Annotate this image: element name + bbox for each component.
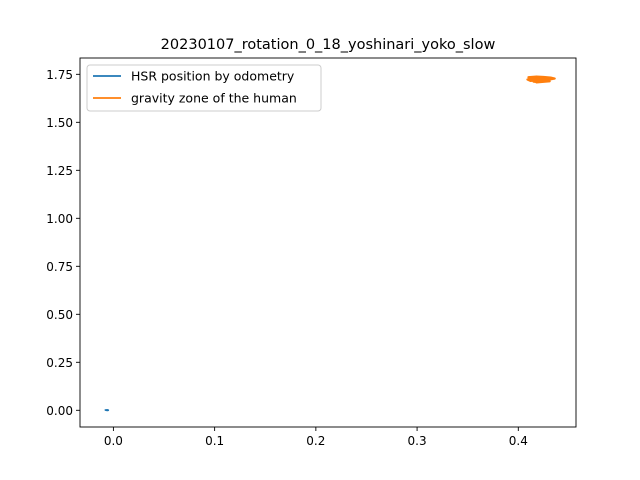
data-point xyxy=(535,81,538,83)
y-tick-label: 0.25 xyxy=(46,356,73,370)
legend: HSR position by odometry gravity zone of … xyxy=(86,64,322,112)
data-point xyxy=(552,77,554,79)
data-point xyxy=(548,79,550,81)
data-point xyxy=(529,80,532,82)
data-point xyxy=(534,77,537,79)
legend-label: HSR position by odometry xyxy=(131,69,295,84)
x-tick-label: 0.3 xyxy=(408,434,427,448)
data-point xyxy=(547,79,549,81)
x-tick-label: 0.1 xyxy=(205,434,224,448)
data-point xyxy=(543,76,545,78)
data-point xyxy=(554,77,556,80)
data-point xyxy=(536,79,539,81)
data-point xyxy=(526,78,529,81)
data-point xyxy=(551,78,553,80)
data-point xyxy=(545,78,547,80)
x-tick-label: 0.4 xyxy=(509,434,528,448)
data-point xyxy=(106,409,108,411)
y-tick-label: 1.50 xyxy=(46,116,73,130)
data-point xyxy=(527,76,530,78)
data-point xyxy=(531,78,534,80)
data-point xyxy=(107,409,109,411)
data-point xyxy=(533,80,536,82)
data-point xyxy=(535,76,538,78)
data-point xyxy=(104,409,106,411)
x-tick-label: 0.2 xyxy=(306,434,325,448)
y-tick-label: 1.00 xyxy=(46,212,73,226)
y-tick-label: 0.00 xyxy=(46,404,73,418)
data-point xyxy=(542,79,544,82)
data-point xyxy=(528,79,531,81)
data-point xyxy=(550,76,552,79)
y-tick-label: 0.75 xyxy=(46,260,73,274)
data-point xyxy=(539,80,542,82)
y-tick-label: 1.25 xyxy=(46,164,73,178)
legend-box xyxy=(86,64,322,112)
data-point xyxy=(543,81,545,83)
data-point xyxy=(544,77,546,79)
data-point xyxy=(532,81,535,83)
chart-title: 20230107_rotation_0_18_yoshinari_yoko_sl… xyxy=(161,37,496,53)
data-point xyxy=(549,80,551,82)
data-point xyxy=(546,76,548,78)
y-tick-label: 1.75 xyxy=(46,68,73,82)
data-point xyxy=(538,77,541,79)
data-point xyxy=(537,81,540,83)
x-tick-label: 0.0 xyxy=(104,434,123,448)
legend-label: gravity zone of the human xyxy=(131,91,297,106)
y-tick-label: 0.50 xyxy=(46,308,73,322)
plot-area: 0.0 0.1 0.2 0.3 0.4 0.00 0.25 0.50 0.75 1.00 1.25 1… xyxy=(46,57,577,448)
axes-frame xyxy=(79,57,577,428)
